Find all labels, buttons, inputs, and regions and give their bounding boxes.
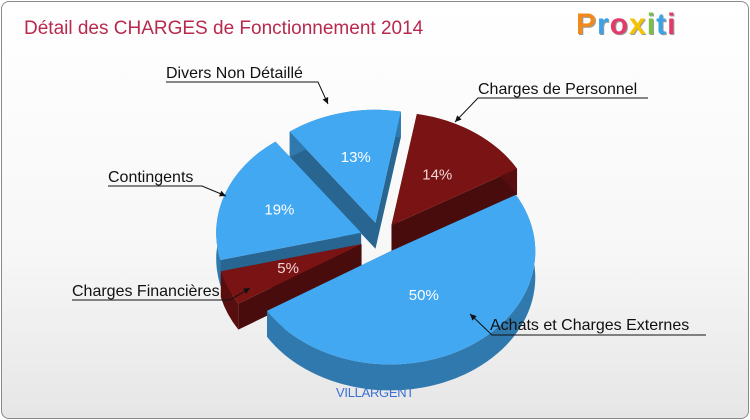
slice-percent-label: 14% — [422, 166, 452, 183]
leader-arrow — [455, 115, 462, 122]
pie-slice-top — [216, 141, 362, 260]
leader-line — [166, 81, 329, 105]
leader-arrow — [322, 97, 329, 104]
slice-percent-label: 19% — [264, 202, 294, 219]
logo-letter: t — [656, 8, 668, 41]
slice-category-label: Charges de Personnel — [478, 81, 637, 98]
pie-slice[interactable]: 14% — [391, 113, 518, 252]
slice-category-label: Charges Financières — [72, 283, 220, 300]
pie-slice[interactable]: 19% — [216, 141, 362, 286]
leader-arrow — [219, 190, 226, 197]
slice-category-label: Achats et Charges Externes — [490, 317, 689, 334]
leader-arrow — [470, 314, 477, 321]
chart-title: Détail des CHARGES de Fonctionnement 201… — [24, 18, 424, 39]
pie-slice[interactable]: 13% — [289, 109, 401, 249]
pie-slice-top — [289, 109, 401, 223]
logo-letter: i — [667, 8, 677, 41]
logo-letter: x — [629, 8, 647, 41]
leader-line — [108, 185, 227, 197]
pie-slice-top — [391, 113, 518, 226]
slice-percent-label: 5% — [277, 260, 299, 277]
pie-slice-wall — [289, 111, 401, 249]
leader-line — [454, 97, 648, 123]
slice-category-label: Divers Non Détaillé — [166, 65, 303, 82]
logo-letter: r — [597, 8, 610, 41]
proxiti-logo[interactable]: Proxiti — [576, 8, 676, 42]
leader-arrow — [243, 288, 250, 294]
leader-line — [72, 287, 251, 301]
pie-slice-top — [267, 194, 536, 365]
slice-percent-label: 13% — [341, 149, 371, 166]
slice-category-label: Contingents — [108, 169, 193, 186]
pie-slice[interactable]: 5% — [220, 244, 362, 330]
pie-slice-wall — [220, 141, 362, 286]
leader-line — [469, 313, 706, 336]
logo-letter: o — [609, 8, 630, 41]
slice-percent-label: 50% — [409, 287, 439, 304]
pie-slice[interactable]: 50% — [267, 194, 536, 391]
pie-slice-wall — [391, 113, 518, 252]
logo-letter: i — [646, 8, 657, 41]
logo-letter: P — [576, 8, 598, 41]
pie-slice-top — [220, 244, 362, 304]
